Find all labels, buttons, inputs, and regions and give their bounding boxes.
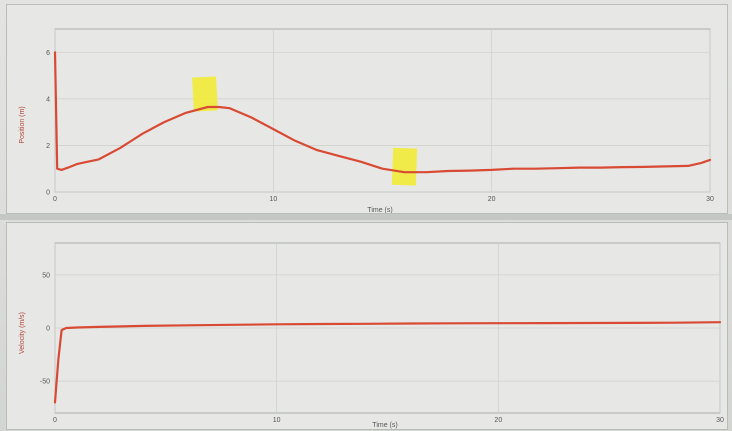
position-y-axis-label: Position (m) (19, 106, 26, 143)
panel-splitter[interactable] (0, 214, 732, 220)
x-tick-label: 0 (53, 417, 57, 424)
x-tick-label: 10 (269, 196, 277, 203)
x-tick-label: 30 (716, 417, 724, 424)
velocity-tick-labels: 0 10 20 30 50 0 -50 (40, 272, 724, 424)
y-tick-label: 0 (46, 190, 50, 197)
sticky-notes (192, 76, 418, 186)
x-tick-label: 0 (53, 196, 57, 203)
x-tick-label: 20 (488, 196, 496, 203)
position-graph-panel[interactable]: 0 10 20 30 0 2 4 6 Position (m) Time (s) (6, 4, 728, 214)
velocity-chart[interactable]: 0 10 20 30 50 0 -50 Velocity (m/s) Time (s) (7, 223, 727, 429)
x-tick-label: 10 (273, 417, 281, 424)
velocity-gridlines (54, 242, 721, 414)
y-tick-label: -50 (40, 379, 50, 386)
y-tick-label: 0 (46, 326, 50, 333)
position-x-axis-label: Time (s) (367, 207, 392, 213)
x-tick-label: 30 (706, 196, 714, 203)
position-chart[interactable]: 0 10 20 30 0 2 4 6 Position (m) Time (s) (7, 5, 727, 213)
y-tick-label: 2 (46, 143, 50, 150)
position-tick-labels: 0 10 20 30 0 2 4 6 (46, 50, 714, 203)
y-tick-label: 6 (46, 50, 50, 57)
y-tick-label: 50 (42, 272, 50, 279)
velocity-series-line (53, 321, 722, 404)
velocity-y-axis-label: Velocity (m/s) (19, 312, 26, 354)
sticky-note (391, 147, 418, 186)
position-series-line (53, 51, 712, 174)
y-tick-label: 4 (46, 96, 50, 103)
velocity-x-axis-label: Time (s) (372, 422, 397, 429)
sticky-note (192, 76, 218, 112)
velocity-graph-panel[interactable]: 0 10 20 30 50 0 -50 Velocity (m/s) Time (s) (6, 222, 728, 430)
x-tick-label: 20 (494, 417, 502, 424)
